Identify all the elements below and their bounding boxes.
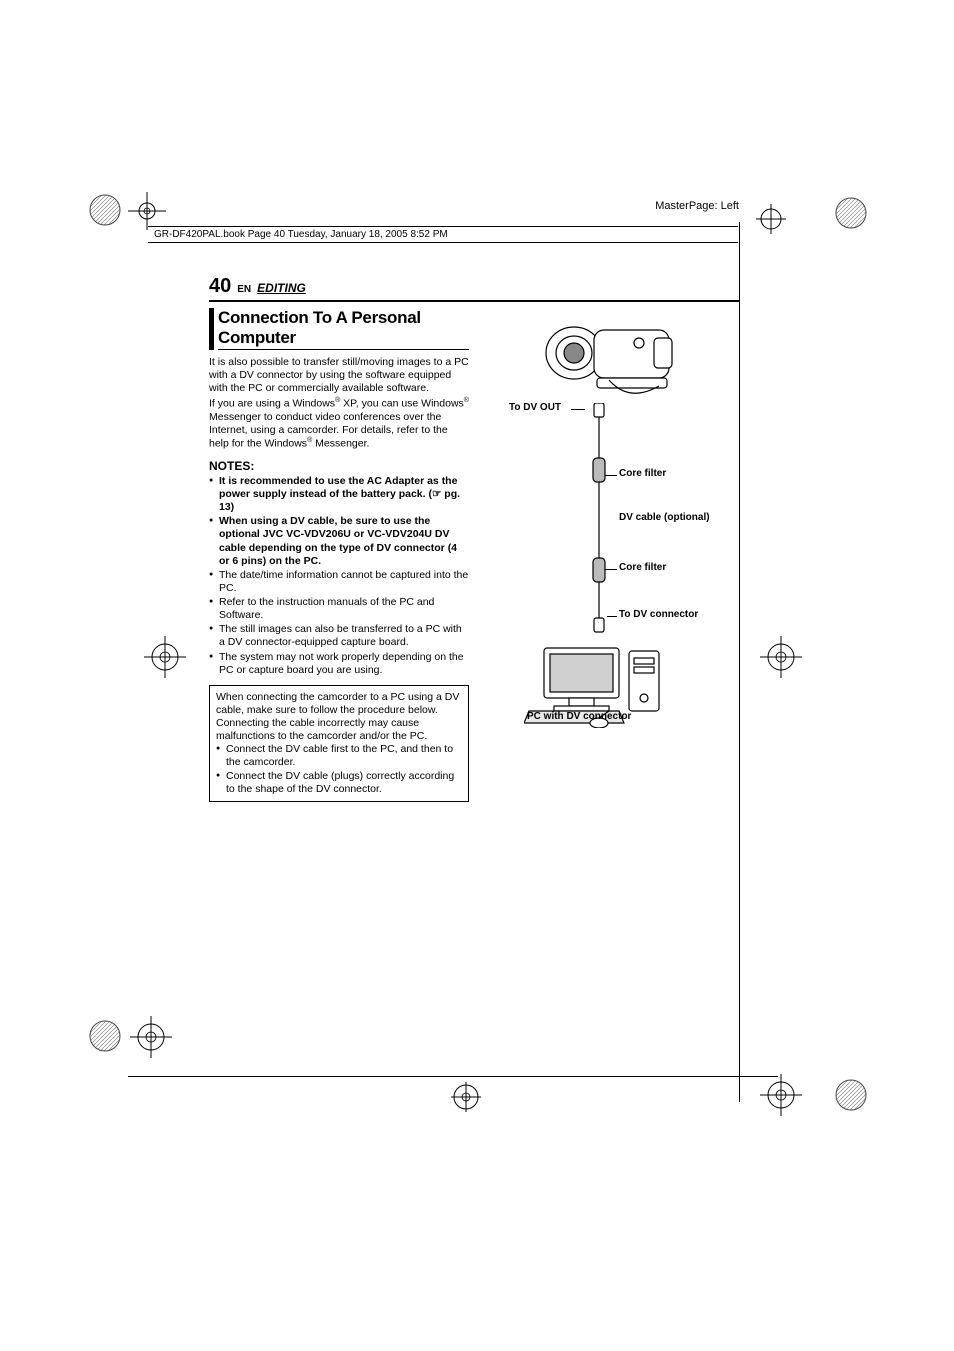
leader-line	[605, 475, 617, 476]
note-item: The system may not work properly dependi…	[209, 651, 469, 677]
note-item: Refer to the instruction manuals of the …	[209, 596, 469, 622]
dv-connector-label: To DV connector	[619, 609, 698, 620]
intro-paragraph-2: If you are using a Windows® XP, you can …	[209, 397, 469, 451]
leader-line	[605, 569, 617, 570]
section-title: Connection To A Personal Computer	[209, 308, 469, 350]
notes-list: It is recommended to use the AC Adapter …	[209, 475, 469, 677]
book-line: GR-DF420PAL.book Page 40 Tuesday, Januar…	[148, 226, 738, 243]
register-mark-decor	[834, 196, 868, 230]
register-mark	[756, 204, 786, 234]
notes-heading: NOTES:	[209, 459, 469, 473]
page-number: 40	[209, 275, 231, 298]
register-mark	[130, 1016, 172, 1058]
leader-line	[571, 409, 585, 410]
note-item: The date/time information cannot be capt…	[209, 569, 469, 595]
dv-cable-icon	[584, 403, 614, 638]
camcorder-icon	[539, 308, 689, 408]
core-filter-label-1: Core filter	[619, 468, 666, 479]
guide-line	[739, 222, 740, 1102]
register-mark-decor	[88, 1019, 122, 1053]
register-mark	[144, 636, 186, 678]
pc-label: PC with DV connector	[527, 711, 631, 722]
register-mark	[451, 1082, 481, 1112]
register-mark-decor	[88, 193, 122, 227]
masterpage-label: MasterPage: Left	[655, 200, 739, 212]
lang-code: EN	[237, 284, 251, 295]
left-column: Connection To A Personal Computer It is …	[209, 308, 469, 802]
note-item: When using a DV cable, be sure to use th…	[209, 515, 469, 568]
page-content: 40 EN EDITING Connection To A Personal C…	[209, 275, 739, 802]
callout-item: Connect the DV cable (plugs) correctly a…	[216, 770, 462, 796]
right-column: To DV OUT Core filter DV cable (optional…	[489, 308, 719, 802]
register-mark	[760, 1074, 802, 1116]
dv-cable-label: DV cable (optional)	[619, 512, 710, 523]
note-item: The still images can also be transferred…	[209, 623, 469, 649]
callout-box: When connecting the camcorder to a PC us…	[209, 685, 469, 802]
core-filter-label-2: Core filter	[619, 562, 666, 573]
guide-line	[128, 1076, 778, 1077]
leader-line	[607, 616, 617, 617]
intro-paragraph-1: It is also possible to transfer still/mo…	[209, 356, 469, 395]
section-label: EDITING	[257, 281, 306, 295]
register-mark-decor	[834, 1078, 868, 1112]
crop-mark	[128, 192, 166, 230]
note-item: It is recommended to use the AC Adapter …	[209, 475, 469, 514]
register-mark	[760, 636, 802, 678]
callout-intro: When connecting the camcorder to a PC us…	[216, 691, 462, 744]
callout-item: Connect the DV cable first to the PC, an…	[216, 743, 462, 769]
section-heading: Connection To A Personal Computer	[218, 308, 469, 350]
page-header: 40 EN EDITING	[209, 275, 739, 302]
connection-diagram: To DV OUT Core filter DV cable (optional…	[489, 308, 719, 738]
dvout-label: To DV OUT	[509, 402, 561, 413]
